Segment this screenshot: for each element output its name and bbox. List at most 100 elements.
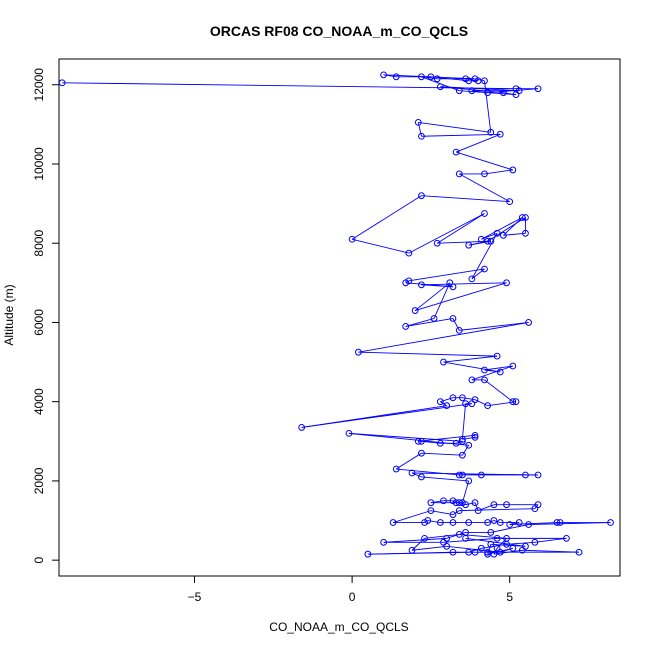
series-segment <box>528 522 611 525</box>
series-segment <box>459 173 510 203</box>
data-point <box>493 352 501 360</box>
series-segment <box>395 452 422 470</box>
series-segment <box>484 169 513 175</box>
data-point <box>468 376 476 384</box>
data-point <box>430 315 438 322</box>
data-point <box>443 402 451 410</box>
data-point <box>481 265 488 273</box>
data-point <box>503 501 510 509</box>
series-segment <box>484 365 513 371</box>
data-point <box>525 521 533 528</box>
data-point <box>556 519 564 526</box>
data-point <box>402 279 410 287</box>
data-point <box>449 548 457 556</box>
data-point <box>499 89 507 97</box>
data-point <box>509 362 517 370</box>
data-point <box>465 241 473 249</box>
series-segment <box>452 318 460 331</box>
data-point <box>355 348 362 356</box>
data-point <box>512 398 520 406</box>
series-segment <box>471 365 513 381</box>
y-tick-label: 8000 <box>32 230 46 257</box>
series-segment <box>358 351 498 357</box>
data-point <box>471 548 479 556</box>
data-point <box>408 546 416 554</box>
series-segment <box>392 510 432 523</box>
data-point <box>411 307 419 314</box>
data-point <box>481 376 488 384</box>
series-segment <box>534 537 567 543</box>
series-segment <box>430 500 444 504</box>
data-point <box>380 71 388 79</box>
series-segment <box>421 133 501 137</box>
data-point <box>392 73 400 81</box>
series-segment <box>411 472 422 478</box>
data-point <box>455 507 463 515</box>
data-point <box>487 237 495 245</box>
data-point <box>424 517 432 524</box>
series-segment <box>436 213 485 244</box>
y-axis-label: Altitude (m) <box>2 284 16 345</box>
y-tick-label: 12000 <box>32 68 46 102</box>
series-segment <box>443 537 498 543</box>
data-point <box>345 429 353 437</box>
series-segment <box>411 545 447 551</box>
data-point <box>471 499 479 507</box>
data-point <box>418 281 425 289</box>
data-point <box>418 192 425 200</box>
data-point <box>58 79 66 87</box>
data-point <box>477 235 485 243</box>
x-axis: −5 0 5 <box>188 575 513 604</box>
series-segment <box>452 510 460 515</box>
data-point <box>496 548 504 556</box>
series-segment <box>522 549 580 553</box>
series-segment <box>465 502 476 506</box>
series-segment <box>465 537 526 547</box>
data-point <box>503 534 510 542</box>
series-segment <box>411 472 539 476</box>
series-segment <box>433 282 451 319</box>
data-point <box>449 394 457 402</box>
y-tick-label: 0 <box>32 556 46 563</box>
series-segment <box>405 318 454 327</box>
x-tick-label: −5 <box>188 590 202 604</box>
series-segment <box>408 213 485 254</box>
data-point <box>468 87 476 95</box>
series-segment <box>487 217 526 242</box>
series-segment <box>459 322 529 331</box>
data-point <box>462 501 469 509</box>
data-point <box>484 402 492 410</box>
data-point <box>459 435 466 443</box>
series-segment <box>461 403 467 440</box>
series-segment <box>503 217 523 236</box>
data-point <box>392 465 400 473</box>
series-segment <box>462 397 476 401</box>
data-point <box>490 517 498 524</box>
data-point <box>503 279 510 287</box>
data-point <box>414 118 422 126</box>
series-segment <box>461 480 470 503</box>
data-point <box>484 519 492 526</box>
data-point <box>487 529 495 536</box>
series-segment <box>437 240 491 244</box>
data-point <box>518 214 526 221</box>
series-segment <box>474 502 479 511</box>
data-point <box>459 451 466 459</box>
data-point <box>449 519 457 526</box>
series-segment <box>440 401 447 407</box>
data-point <box>481 77 488 85</box>
y-tick-label: 4000 <box>32 388 46 415</box>
data-point <box>348 235 356 243</box>
y-axis: 0 2000 4000 6000 8000 10000 12000 <box>32 68 60 563</box>
series-segment <box>408 268 485 282</box>
data-point <box>490 550 498 558</box>
data-point <box>496 130 504 138</box>
data-point <box>493 534 501 542</box>
series-segment <box>484 80 492 133</box>
series-segment <box>474 399 488 407</box>
series-segment <box>348 432 463 442</box>
data-point <box>459 471 466 479</box>
data-point <box>452 148 460 156</box>
series-segment <box>487 547 513 555</box>
